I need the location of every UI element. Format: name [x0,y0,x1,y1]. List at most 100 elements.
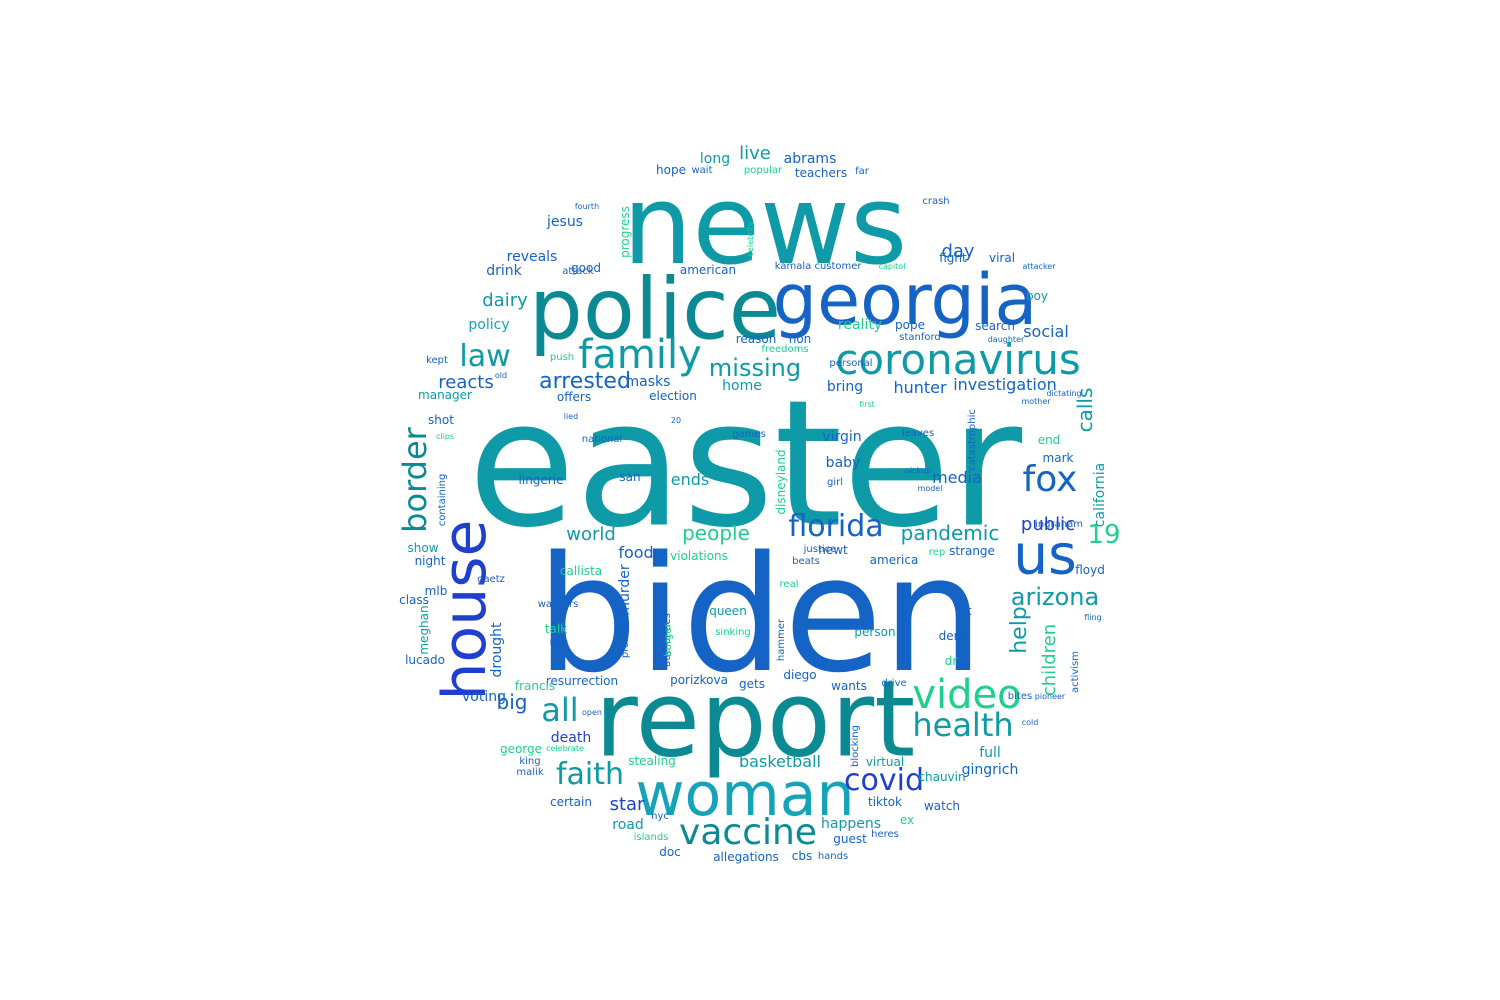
word-121: certain [550,795,592,809]
word-111: activism [1070,651,1081,693]
word-20: border [396,427,434,533]
word-108: containing [437,473,448,527]
word-162: freedoms [761,344,809,355]
word-119: gets [739,677,765,691]
word-173: fourth [574,202,600,211]
word-29: big [496,690,528,714]
word-45: drought [489,622,505,678]
word-102: hope [656,163,686,177]
word-174: old [494,371,508,380]
word-58: happens [820,816,882,832]
word-126: blocking [850,725,861,767]
word-93: good [571,261,601,275]
word-154: king [519,756,541,767]
word-18: faith [555,757,625,792]
word-51: jesus [547,214,583,230]
word-166: 20 [670,416,682,425]
word-148: gaetz [477,574,505,585]
word-80: allegations [713,850,779,864]
word-99: search [975,319,1015,333]
word-16: covid [844,763,924,798]
word-147: warriors [537,599,579,610]
word-172: celebrate [546,744,584,753]
word-89: violations [670,549,728,563]
word-94: american [679,263,737,277]
word-79: doc [659,845,681,859]
word-42: masks [625,374,671,390]
word-17: law [459,339,511,374]
word-67: night [414,554,446,568]
word-33: public [1020,514,1076,535]
word-143: hammer [776,618,787,662]
word-62: home [722,378,762,394]
word-161: personal [829,358,873,369]
word-100: non [788,332,812,346]
word-183: lied [563,412,579,421]
word-165: open [582,708,602,717]
word-15: fox [1022,459,1078,500]
word-77: tiktok [868,795,902,809]
word-88: callista [559,564,603,578]
word-107: lucado [405,653,445,667]
word-39: media [932,468,982,487]
word-55: long [699,151,731,167]
word-128: national [581,434,623,445]
word-44: social [1023,322,1069,341]
word-60: murder [617,564,633,616]
word-101: reason [735,332,777,346]
word-23: arrested [539,369,631,394]
word-85: america [869,553,919,567]
word-110: san [619,470,641,484]
word-123: ex [899,813,915,827]
word-178: attacker [1022,262,1056,271]
word-3: report [594,658,916,781]
word-135: leaves [901,428,935,439]
word-175: cold [1021,718,1039,727]
word-66: show [407,541,439,555]
word-37: live [739,143,771,164]
word-176: pioneer [1034,692,1066,701]
word-159: wait [691,165,713,176]
word-74: porizkova [670,673,728,687]
word-34: star [609,794,645,815]
word-64: virgin [822,429,862,445]
word-141: promise [620,617,631,659]
word-10: family [578,332,702,378]
word-70: pope [895,318,925,332]
word-22: missing [708,354,802,382]
word-21: 19 [1087,520,1121,550]
word-30: children [1039,623,1060,697]
word-146: justice [803,544,837,555]
word-36: day [941,241,975,262]
word-6: woman [635,760,855,830]
word-109: disneyland [774,449,788,515]
word-65: election [649,389,697,403]
word-114: end [1037,433,1061,447]
word-180: model [917,484,943,493]
word-139: nyc [651,811,669,822]
word-106: mlb [424,584,448,598]
word-103: teachers [794,166,848,180]
word-150: drive [881,678,907,689]
word-138: games [732,429,766,440]
word-160: far [855,166,869,177]
word-105: meghan [417,605,431,655]
word-116: dem [938,629,966,643]
word-2: news [622,161,908,289]
word-50: california [1092,462,1108,528]
word-56: abrams [783,151,837,167]
word-54: policy [468,317,510,333]
word-76: chauvin [918,770,966,784]
word-122: watch [923,799,961,813]
word-11: video [912,672,1022,718]
word-131: stanford [899,332,941,343]
word-32: reacts [438,372,494,393]
word-134: crash [922,196,950,207]
word-97: viral [988,251,1016,265]
word-81: stealing [628,754,676,768]
word-63: bring [826,379,864,395]
word-0: easter [467,363,1023,567]
word-14: florida [788,509,884,544]
word-46: food [618,543,654,562]
word-156: burger [663,623,674,657]
